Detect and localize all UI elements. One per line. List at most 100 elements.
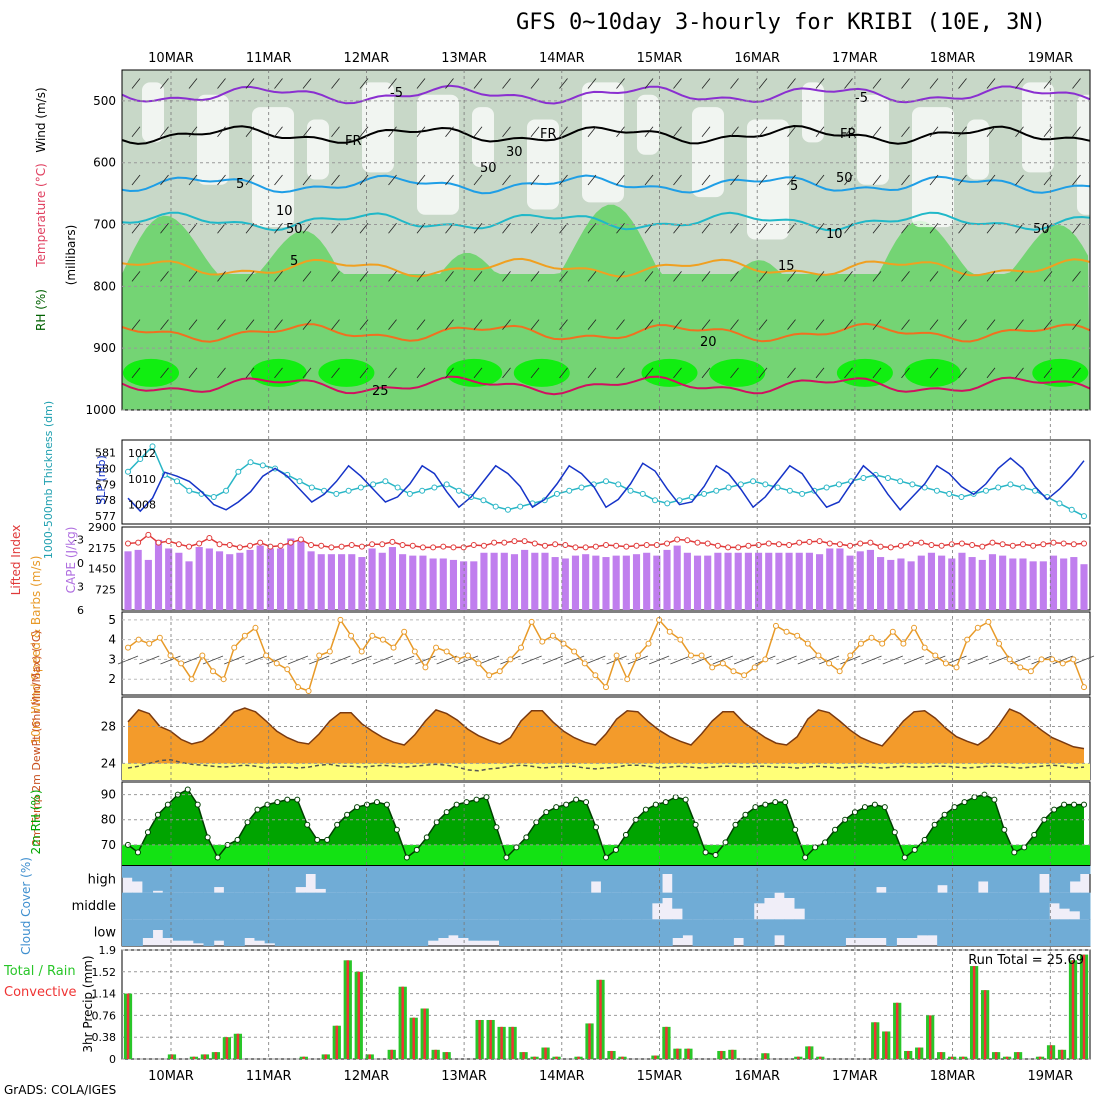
axis-label-temp: 2m Temp 2m DewPt (6hr Min/Max) (°C) (30, 630, 43, 846)
wind-barb (559, 174, 568, 186)
wind-barb (302, 367, 312, 379)
wind-barb (388, 319, 397, 330)
cloud-bar (305, 919, 317, 946)
thickness-line-point (835, 481, 842, 488)
wind-barb (559, 126, 568, 138)
wind-speed-line-point (964, 636, 971, 643)
wind-barb (131, 271, 141, 282)
cloud-bar (937, 892, 948, 920)
cloud-bar (580, 892, 592, 920)
wind-barb (1072, 367, 1081, 379)
wind-speed-line-point (369, 632, 376, 639)
rh-dry-pocket (472, 107, 494, 168)
rh-line-point (732, 821, 739, 828)
contour-label: 50 (836, 171, 853, 186)
cloud-bar (142, 892, 154, 920)
cape-bar (165, 548, 173, 610)
rh-line-point (583, 799, 590, 806)
precip-convective-bar (126, 993, 130, 1059)
thickness-line-point (382, 478, 389, 485)
cloud-bar (315, 866, 327, 889)
wind-speed-line-point (518, 644, 525, 651)
cloud-bar (641, 919, 653, 946)
cloud-bar (468, 892, 480, 920)
thickness-line-point (125, 468, 131, 475)
cloud-bar (896, 892, 908, 920)
cloud-bar (427, 919, 439, 941)
cloud-bar (162, 919, 174, 938)
contour-label: 15 (778, 259, 795, 274)
wind-barb (502, 174, 511, 186)
cloud-bar (162, 866, 174, 893)
cloud-bar (916, 919, 928, 936)
lifted-index-line-point (541, 542, 548, 549)
cloud-bar (702, 866, 714, 893)
run-total-label: Run Total = 25.69 (968, 953, 1084, 968)
cloud-bar (814, 919, 826, 946)
cloud-bar (876, 866, 887, 888)
cloud-bar (295, 866, 306, 888)
cape-bar (368, 548, 376, 610)
cloud-bar (468, 919, 480, 941)
rh-line-point (802, 854, 809, 861)
wind-barb (274, 319, 283, 330)
cape-bar (246, 549, 254, 610)
precip-convective-bar (445, 1052, 448, 1059)
wind-barb (587, 367, 597, 379)
cloud-bar (274, 892, 286, 920)
y-tick-label: middle (72, 899, 116, 914)
isotherm-line (121, 257, 1091, 278)
precip-convective-bar (302, 1056, 306, 1059)
precip-convective-bar (390, 1049, 393, 1059)
wind-speed-line-point (199, 652, 206, 659)
wind-barb (139, 655, 160, 665)
wind-speed-line-point (719, 660, 726, 667)
wind-barb (787, 271, 796, 282)
cloud-bar (631, 866, 643, 893)
y-tick-left: 0 (77, 557, 84, 570)
cloud-bar (458, 919, 469, 938)
precip-convective-bar (808, 1046, 811, 1059)
cape-bar (561, 558, 569, 610)
precip-convective-bar (720, 1050, 723, 1059)
wind-barb (925, 655, 946, 665)
cloud-bar (865, 919, 877, 938)
thickness-line-point (713, 487, 720, 494)
cloud-bar (509, 919, 520, 946)
wind-speed-line-point (783, 628, 790, 635)
wind-barb (787, 126, 796, 138)
cloud-bar (162, 892, 174, 920)
rh-dry-pocket (967, 119, 989, 180)
cloud-bar (794, 919, 806, 946)
rh-line-point (553, 804, 560, 811)
cape-bar (754, 552, 763, 610)
wind-barb (840, 655, 861, 665)
cape-bar (226, 554, 234, 610)
wind-barb (587, 319, 597, 330)
rh-line-point (234, 836, 241, 843)
wind-speed-line-point (751, 664, 758, 671)
y-tick-label: 600 (93, 156, 116, 170)
rh-saturated-patch (641, 358, 698, 387)
precip-convective-bar (225, 1037, 229, 1059)
wind-barb (457, 655, 479, 665)
cloud-bar (1018, 919, 1030, 946)
cloud-bar (1079, 892, 1091, 920)
cloud-bar (855, 919, 867, 938)
cloud-bar (254, 919, 266, 941)
cloud-bar (702, 892, 714, 920)
cloud-bar (712, 892, 724, 920)
wind-speed-line-point (1038, 656, 1045, 663)
wind-speed-line-point (666, 628, 673, 635)
wind-speed-line-point (1017, 664, 1024, 671)
cape-bar (419, 555, 427, 610)
wind-barb (958, 126, 967, 138)
lifted-index-line-point (836, 541, 843, 548)
cape-bar (673, 545, 681, 610)
lifted-index-line-point (948, 541, 955, 548)
contour-label: -5 (390, 86, 403, 101)
cloud-bar (386, 866, 398, 893)
cape-bar (724, 552, 732, 610)
rh-line-point (822, 839, 829, 846)
isotherm-line (121, 322, 1091, 343)
